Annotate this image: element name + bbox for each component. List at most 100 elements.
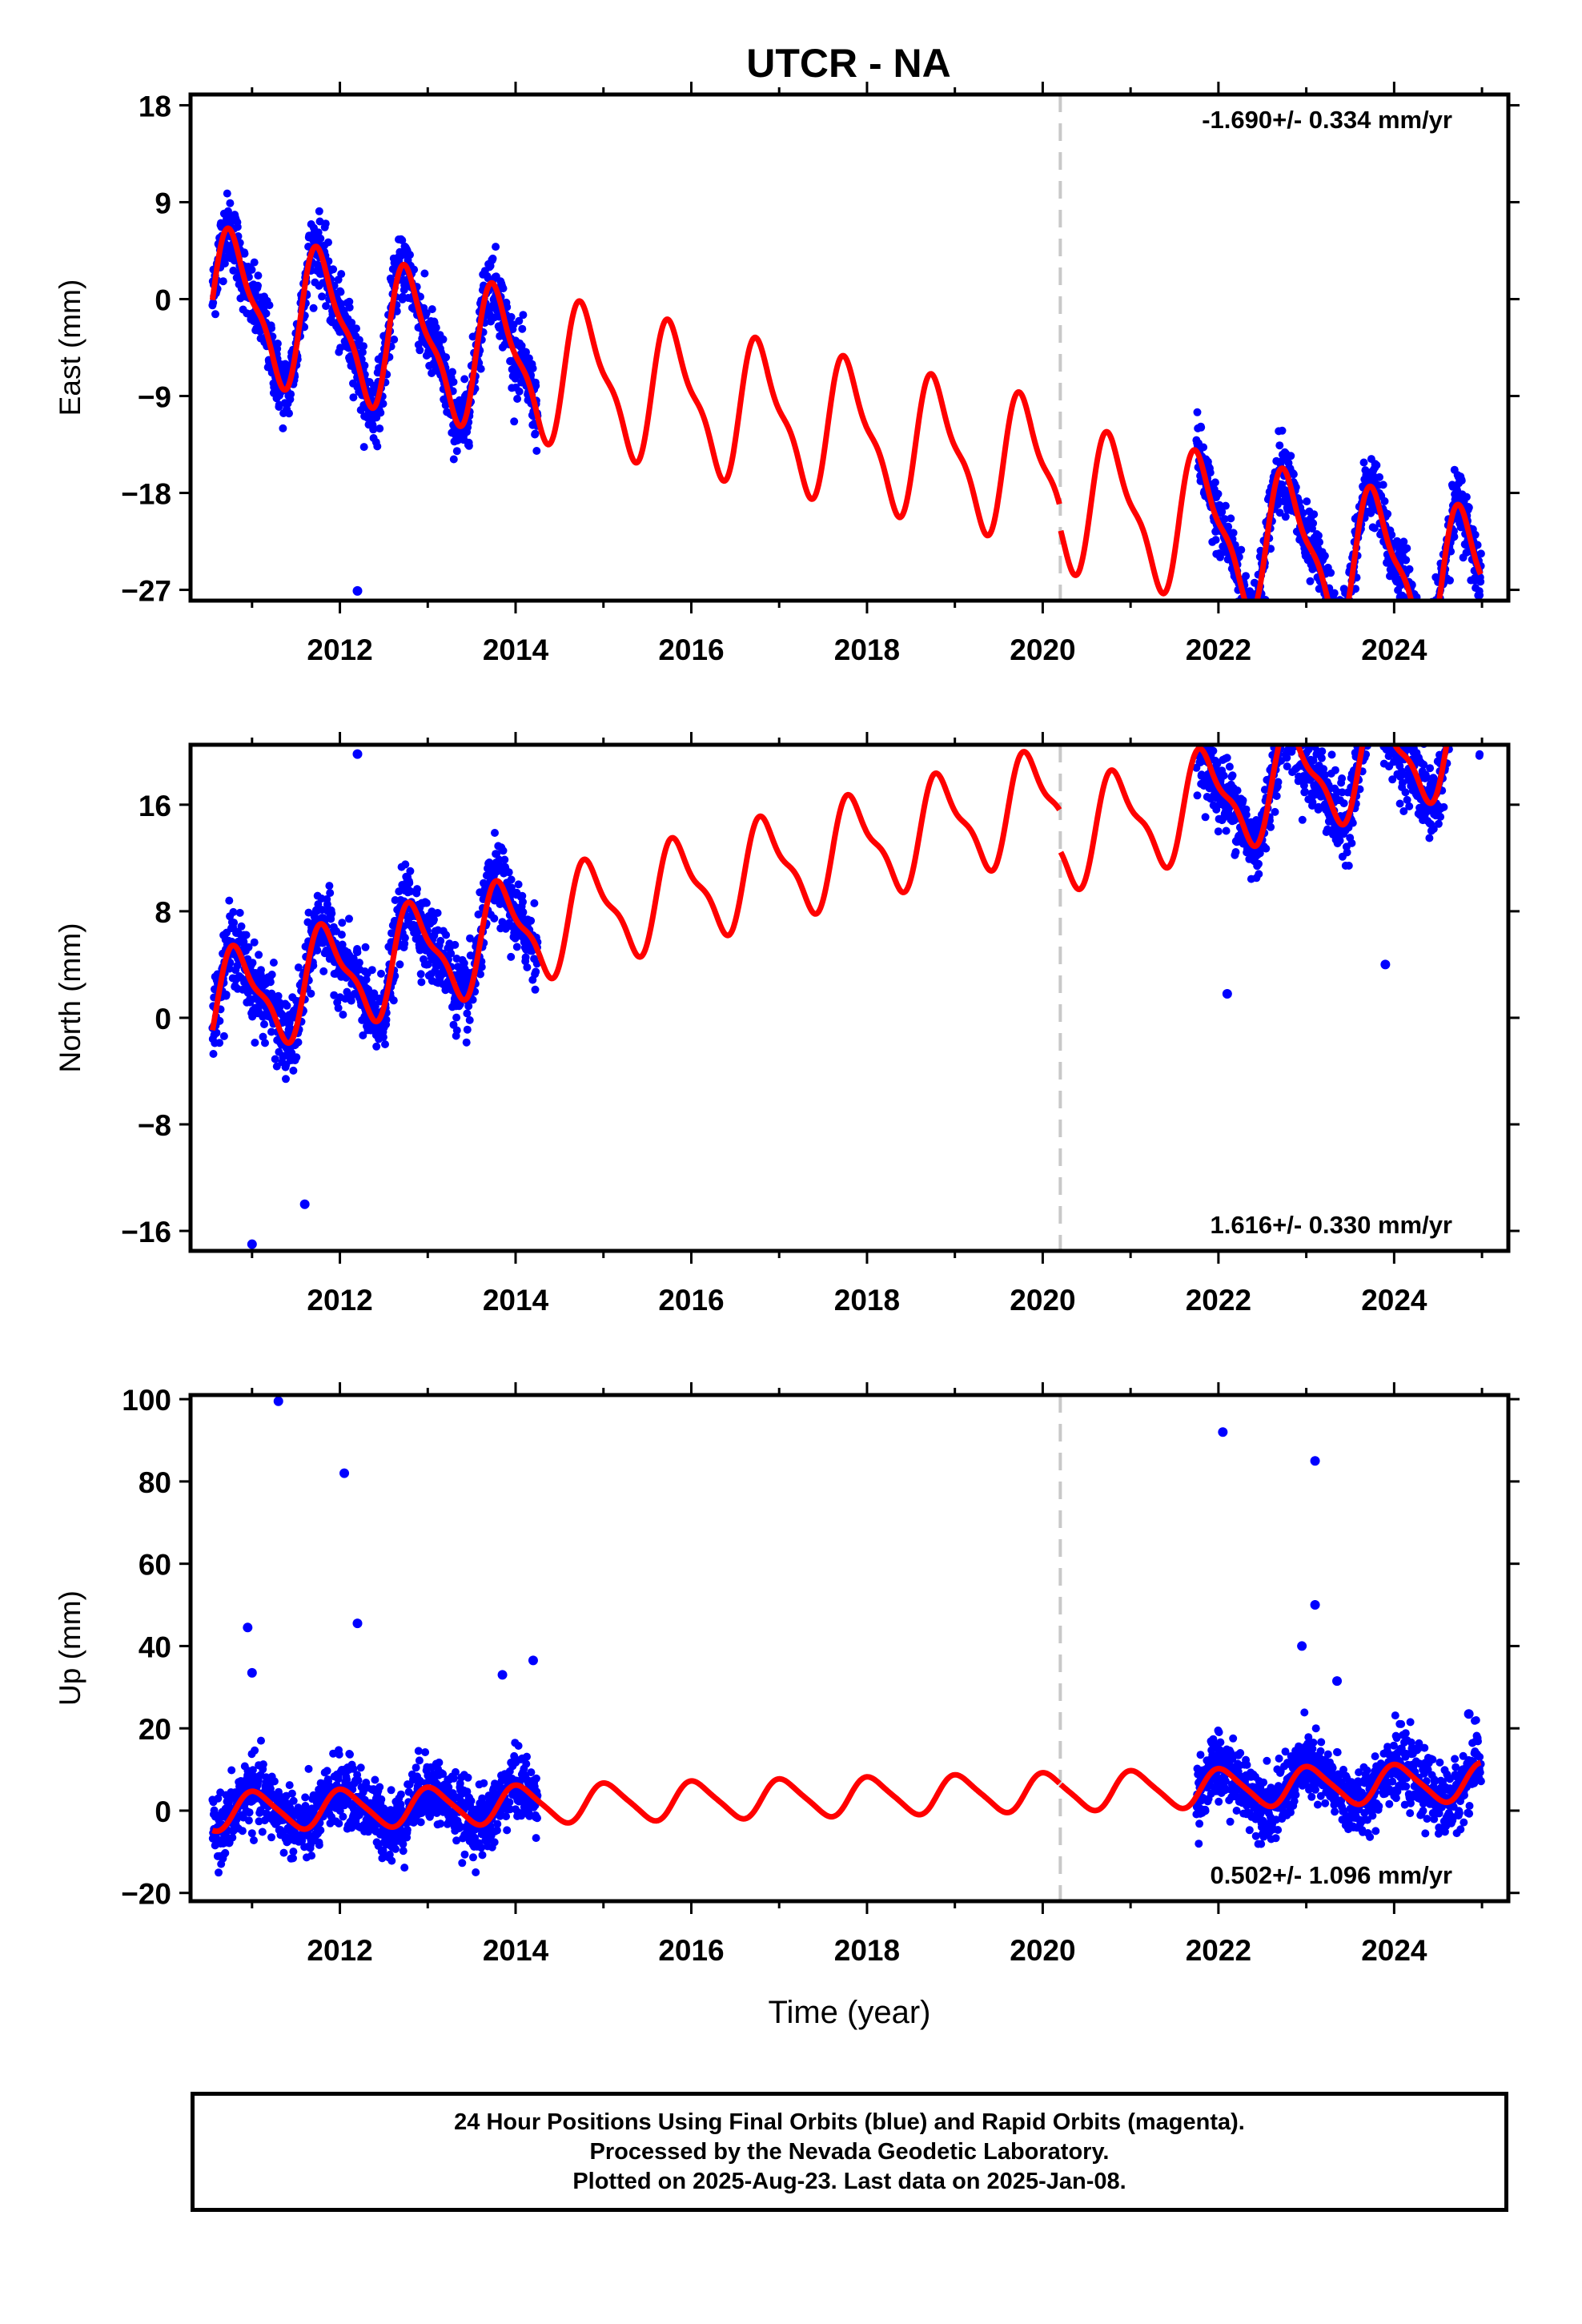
data-point bbox=[1203, 719, 1211, 727]
data-point bbox=[1410, 609, 1418, 617]
data-point bbox=[1327, 750, 1336, 759]
data-point bbox=[343, 1775, 351, 1784]
data-point bbox=[267, 971, 276, 979]
data-point bbox=[1459, 646, 1467, 654]
x-tick-label: 2024 bbox=[1361, 633, 1427, 666]
data-point bbox=[1457, 702, 1465, 710]
data-point bbox=[1333, 625, 1341, 633]
x-tick-label: 2014 bbox=[483, 1284, 549, 1317]
data-point bbox=[491, 829, 499, 837]
data-point bbox=[400, 934, 409, 943]
data-point bbox=[1279, 727, 1287, 735]
data-point bbox=[1466, 685, 1474, 693]
data-point bbox=[1275, 441, 1284, 450]
data-point bbox=[1344, 620, 1352, 628]
data-point bbox=[1241, 622, 1249, 630]
data-point bbox=[1337, 641, 1345, 649]
data-point bbox=[1343, 848, 1351, 857]
data-point bbox=[1331, 766, 1339, 774]
data-point bbox=[462, 1038, 471, 1047]
data-point bbox=[1416, 665, 1424, 673]
data-point bbox=[245, 1808, 254, 1817]
data-point bbox=[309, 304, 318, 312]
data-point bbox=[211, 310, 219, 319]
data-point bbox=[1359, 735, 1367, 743]
data-point bbox=[1444, 711, 1452, 719]
data-point bbox=[1218, 508, 1227, 517]
data-point bbox=[225, 896, 234, 905]
data-point bbox=[1292, 719, 1300, 727]
data-point bbox=[1452, 675, 1460, 683]
data-point bbox=[242, 931, 251, 939]
model-line bbox=[209, 749, 1062, 1046]
data-point bbox=[1287, 714, 1295, 722]
data-point bbox=[337, 270, 346, 279]
data-point bbox=[1367, 718, 1375, 726]
data-point bbox=[452, 1013, 461, 1022]
data-point bbox=[355, 959, 363, 967]
data-point bbox=[1320, 612, 1328, 620]
data-point bbox=[1404, 624, 1412, 632]
data-point bbox=[1332, 617, 1340, 625]
data-point bbox=[1476, 591, 1484, 600]
data-point bbox=[406, 866, 415, 875]
data-point bbox=[1201, 813, 1210, 822]
data-point bbox=[389, 996, 398, 1005]
data-point bbox=[1464, 682, 1472, 690]
data-point bbox=[1379, 726, 1387, 734]
data-point bbox=[488, 254, 497, 263]
data-point bbox=[260, 1020, 268, 1028]
data-point bbox=[255, 951, 263, 959]
data-point bbox=[1472, 710, 1480, 718]
data-point bbox=[1461, 665, 1469, 673]
data-point bbox=[1293, 729, 1301, 737]
data-point bbox=[1439, 614, 1447, 622]
data-point bbox=[1455, 683, 1463, 691]
data-point bbox=[442, 353, 451, 362]
data-point bbox=[1467, 698, 1475, 706]
data-point bbox=[1339, 607, 1347, 615]
data-point bbox=[1451, 683, 1459, 691]
data-point bbox=[346, 1750, 354, 1759]
data-point bbox=[451, 940, 460, 949]
data-point bbox=[492, 243, 500, 251]
data-point bbox=[422, 899, 431, 907]
data-point bbox=[398, 236, 407, 245]
data-point bbox=[1427, 649, 1435, 657]
data-point bbox=[1431, 635, 1439, 643]
data-point bbox=[1413, 614, 1421, 622]
data-point bbox=[1361, 700, 1369, 708]
data-point bbox=[1391, 712, 1399, 720]
data-point bbox=[401, 860, 410, 869]
data-point bbox=[1338, 788, 1347, 797]
data-point bbox=[1453, 665, 1461, 673]
data-point bbox=[514, 880, 523, 889]
data-point bbox=[1443, 704, 1451, 712]
x-tick-label: 2012 bbox=[307, 633, 372, 666]
data-point bbox=[1361, 722, 1369, 730]
data-point bbox=[1447, 694, 1455, 702]
data-point bbox=[499, 846, 508, 855]
data-point bbox=[1326, 611, 1334, 619]
data-point bbox=[266, 978, 275, 987]
data-point bbox=[449, 378, 458, 386]
data-point bbox=[377, 1795, 386, 1803]
data-point bbox=[1279, 730, 1287, 738]
data-point bbox=[248, 959, 257, 967]
data-point bbox=[1290, 735, 1298, 743]
data-point bbox=[1376, 682, 1384, 690]
data-point bbox=[1286, 722, 1294, 730]
data-point bbox=[1330, 619, 1338, 627]
data-point bbox=[359, 342, 367, 351]
data-point bbox=[1404, 605, 1412, 613]
data-point bbox=[1360, 715, 1368, 723]
data-point bbox=[512, 943, 521, 951]
data-point bbox=[1439, 802, 1448, 811]
data-point bbox=[1280, 726, 1288, 734]
data-point bbox=[1375, 472, 1383, 481]
data-point bbox=[1203, 735, 1211, 743]
data-point bbox=[507, 883, 516, 892]
data-point bbox=[1335, 836, 1344, 845]
data-point bbox=[267, 1833, 275, 1842]
x-tick-label: 2018 bbox=[834, 633, 900, 666]
